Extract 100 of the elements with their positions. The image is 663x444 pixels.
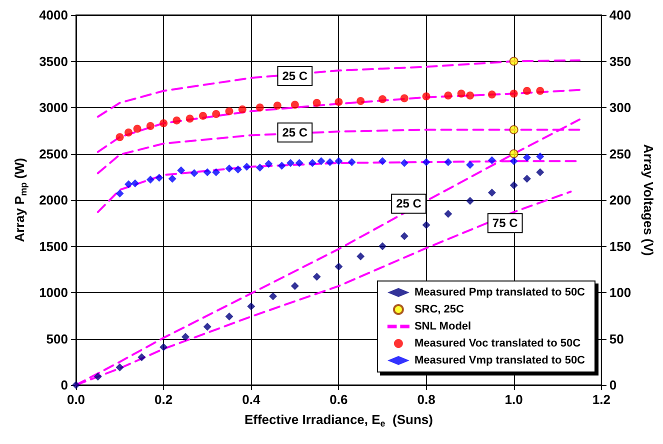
point xyxy=(444,91,452,100)
point xyxy=(186,114,194,123)
point xyxy=(312,272,321,281)
y2-tick-label: 400 xyxy=(609,8,632,22)
point xyxy=(378,95,386,104)
point xyxy=(510,181,518,190)
y2-tick-label: 350 xyxy=(609,54,632,69)
point xyxy=(308,159,316,167)
point xyxy=(131,179,140,188)
point xyxy=(400,94,408,102)
point xyxy=(116,133,124,142)
point xyxy=(522,86,531,95)
point xyxy=(348,158,356,166)
y-tick-label: 0 xyxy=(60,378,68,392)
legend-label: SRC, 25C xyxy=(414,304,464,316)
point xyxy=(212,168,220,176)
point xyxy=(326,158,334,166)
point xyxy=(488,156,496,164)
point xyxy=(422,220,430,229)
point xyxy=(536,86,544,95)
legend-label: Measured Pmp translated to 50C xyxy=(414,286,586,298)
y-tick-label: 500 xyxy=(46,331,68,346)
point xyxy=(160,343,168,352)
point xyxy=(509,56,518,66)
annotation: 25 C xyxy=(282,69,308,84)
point xyxy=(509,149,518,158)
point xyxy=(155,174,164,182)
point xyxy=(256,104,264,112)
y-tick-label: 3000 xyxy=(39,100,68,115)
point xyxy=(160,119,168,128)
point xyxy=(225,107,234,116)
x-tick-label: 0.8 xyxy=(417,392,436,407)
y-tick-label: 1500 xyxy=(39,238,68,254)
point xyxy=(138,353,146,362)
point xyxy=(181,332,190,341)
y2-tick-label: 100 xyxy=(609,285,632,300)
point xyxy=(400,232,408,240)
point xyxy=(286,159,295,167)
y-axis-title: Array Pmp (W) xyxy=(12,158,28,242)
point xyxy=(177,166,186,174)
point xyxy=(444,158,452,166)
point xyxy=(510,90,518,98)
point xyxy=(290,282,299,290)
point xyxy=(168,174,176,183)
point xyxy=(273,102,282,110)
legend-label: SNL Model xyxy=(414,320,472,332)
point xyxy=(334,157,343,166)
point xyxy=(356,252,365,260)
point xyxy=(212,110,220,118)
point xyxy=(203,322,212,331)
x-tick-label: 1.2 xyxy=(592,392,610,407)
point xyxy=(510,157,518,166)
x-tick-label: 0.0 xyxy=(66,392,86,407)
point xyxy=(295,159,304,167)
point xyxy=(72,381,80,389)
point xyxy=(247,302,256,310)
point xyxy=(536,152,544,161)
y-tick-label: 2500 xyxy=(39,146,68,162)
point xyxy=(94,372,102,381)
point xyxy=(198,112,207,120)
annotation: 75 C xyxy=(492,216,518,230)
point xyxy=(378,157,386,166)
point xyxy=(116,363,124,372)
point xyxy=(225,312,234,321)
y2-tick-label: 150 xyxy=(609,238,632,254)
point xyxy=(466,196,474,205)
x-tick-label: 1.0 xyxy=(504,392,523,407)
point xyxy=(457,90,466,98)
point xyxy=(422,92,430,100)
y-tick-label: 4000 xyxy=(39,8,68,22)
annotation: 25 C xyxy=(396,196,422,211)
point xyxy=(509,125,518,134)
legend-label: Measured Voc translated to 50C xyxy=(414,338,581,350)
point xyxy=(422,158,430,166)
point xyxy=(290,100,299,109)
point xyxy=(522,174,531,183)
point xyxy=(269,292,278,300)
y-tick-label: 2000 xyxy=(39,192,68,208)
point xyxy=(378,242,386,250)
point xyxy=(400,159,408,167)
y-tick-label: 3500 xyxy=(39,54,68,69)
point xyxy=(238,105,246,114)
y2-tick-label: 50 xyxy=(609,331,624,346)
point xyxy=(124,180,133,188)
point xyxy=(444,210,452,218)
point xyxy=(536,168,544,176)
point xyxy=(466,160,474,169)
point xyxy=(256,164,264,172)
x-tick-label: 0.4 xyxy=(242,392,261,407)
y2-tick-label: 0 xyxy=(609,378,617,392)
y2-tick-label: 300 xyxy=(609,100,632,115)
y-tick-label: 1000 xyxy=(39,285,68,300)
y2-axis-title: Array Voltages (V) xyxy=(641,144,656,256)
point xyxy=(133,124,142,133)
point xyxy=(312,98,321,107)
point xyxy=(172,116,181,124)
point xyxy=(317,157,326,166)
legend-label: Measured Vmp translated to 50C xyxy=(414,354,586,366)
point xyxy=(488,188,496,197)
point xyxy=(225,164,234,173)
